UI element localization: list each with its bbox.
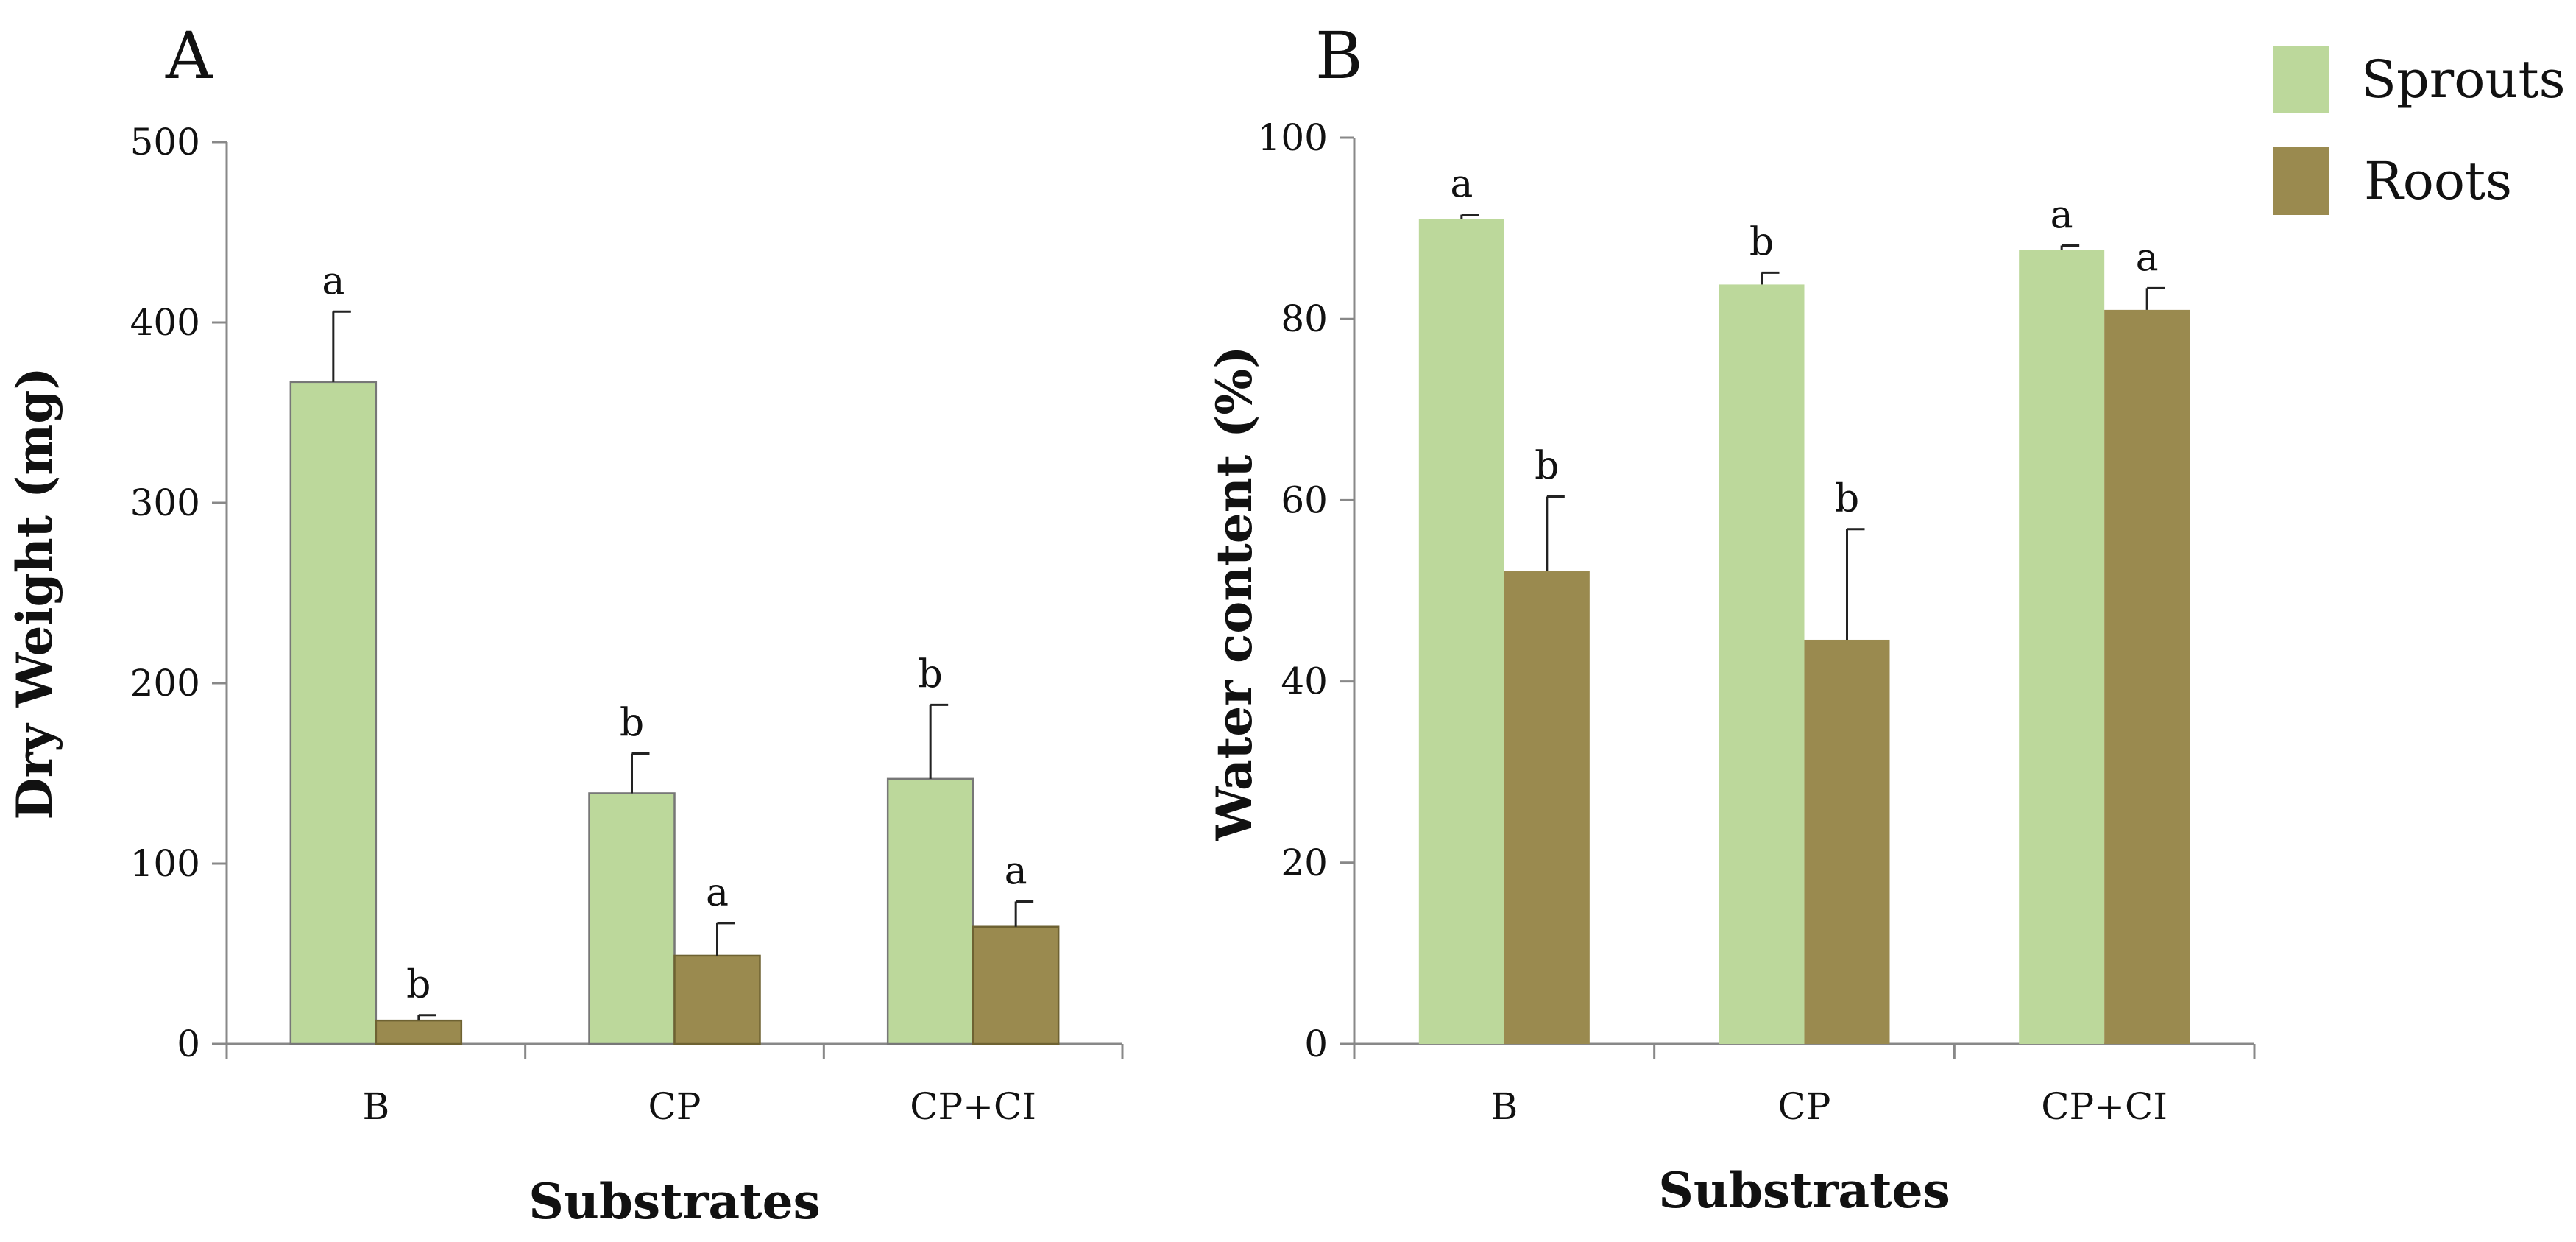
bar-roots-0 — [1504, 571, 1590, 1044]
x-tick-label: CP+CI — [910, 1085, 1036, 1128]
bar-roots-1 — [1804, 639, 1890, 1044]
x-axis-title: Substrates — [528, 1173, 821, 1230]
bar-roots-2 — [2104, 309, 2190, 1044]
x-tick-label: CP+CI — [2041, 1085, 2168, 1128]
significance-letter: a — [1005, 849, 1027, 893]
x-tick-label: CP — [648, 1085, 701, 1128]
bar-sprouts-2 — [2019, 250, 2105, 1044]
significance-letter: a — [2050, 193, 2073, 237]
significance-letter: b — [1749, 220, 1774, 264]
panel-letter-a: A — [165, 18, 213, 93]
y-tick-label: 100 — [1258, 116, 1328, 159]
significance-letter: b — [1835, 477, 1859, 521]
panel-b: B 0 20 40 60 80 100 B CP CP+CI a b a b b a Water conten… — [1206, 18, 2256, 1219]
y-tick-label: 0 — [1304, 1023, 1328, 1065]
bar-sprouts-0 — [1418, 219, 1504, 1044]
significance-letter: a — [1450, 163, 1473, 207]
y-tick-label: 400 — [130, 301, 200, 344]
y-tick-label: 60 — [1281, 479, 1328, 521]
y-tick-label: 500 — [130, 121, 200, 163]
y-tick-label: 100 — [130, 842, 200, 885]
bar-roots-1 — [673, 954, 761, 1045]
bar-sprouts-0 — [289, 381, 378, 1045]
significance-letter: a — [2136, 236, 2159, 280]
y-tick-label: 300 — [130, 481, 200, 524]
x-tick-label: B — [362, 1085, 389, 1128]
x-tick-label: B — [1490, 1085, 1518, 1128]
x-tick-label: CP — [1778, 1085, 1831, 1128]
legend-swatch-roots — [2273, 147, 2329, 215]
significance-letter: b — [1535, 444, 1559, 488]
bar-sprouts-1 — [588, 792, 676, 1045]
y-axis-title: Water content (%) — [1206, 346, 1263, 842]
panel-a: A 0 100 200 300 400 500 B CP CP+CI a b b b a a Dry Weig… — [6, 18, 1124, 1230]
legend-label-sprouts: Sprouts — [2361, 49, 2566, 110]
legend-label-roots: Roots — [2364, 151, 2512, 211]
significance-letter: b — [620, 702, 644, 746]
bar-sprouts-1 — [1719, 284, 1805, 1044]
y-tick-label: 200 — [130, 662, 200, 705]
legend: Sprouts Roots — [2273, 46, 2566, 215]
x-axis-title: Substrates — [1658, 1162, 1950, 1219]
legend-swatch-sprouts — [2273, 46, 2329, 113]
y-tick-label: 80 — [1281, 297, 1328, 340]
panel-letter-b: B — [1315, 18, 1363, 93]
bar-roots-0 — [375, 1019, 463, 1045]
significance-letter: a — [706, 871, 729, 915]
y-axis-title: Dry Weight (mg) — [6, 367, 63, 819]
significance-letter: b — [919, 652, 943, 696]
bar-roots-2 — [972, 925, 1060, 1045]
bar-sprouts-2 — [886, 777, 974, 1045]
significance-letter: b — [406, 963, 431, 1007]
y-tick-label: 20 — [1281, 841, 1328, 884]
y-tick-label: 0 — [177, 1023, 200, 1065]
significance-letter: a — [322, 259, 344, 303]
y-tick-label: 40 — [1281, 660, 1328, 703]
